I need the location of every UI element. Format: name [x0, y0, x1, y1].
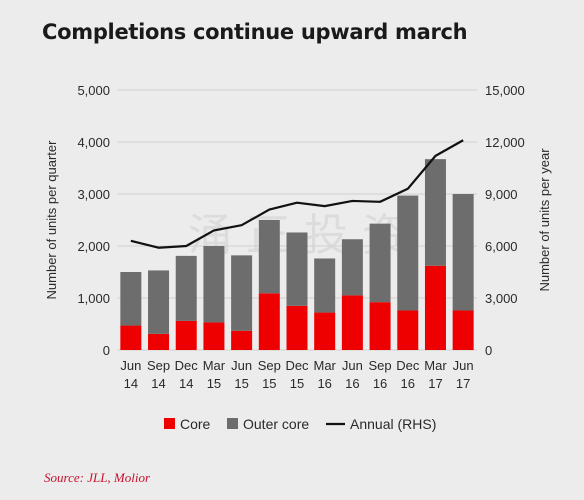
x-tick-label: Jun	[342, 358, 363, 373]
y2-tick-label: 9,000	[485, 187, 518, 202]
bar-outer-core	[369, 223, 391, 303]
x-tick-year: 14	[179, 376, 193, 391]
x-tick-label: Mar	[313, 358, 336, 373]
x-tick-year: 16	[317, 376, 331, 391]
bar-outer-core	[452, 194, 474, 311]
bar-outer-core	[148, 270, 170, 334]
x-tick-year: 15	[234, 376, 248, 391]
bar-core	[175, 320, 197, 350]
y2-axis-title: Number of units per year	[537, 148, 552, 292]
x-tick-label: Jun	[120, 358, 141, 373]
bar-outer-core	[120, 272, 142, 326]
bar-outer-core	[175, 255, 197, 321]
x-axis: Jun 14 Sep 14 Dec 14 Mar 15 Jun 15 Sep 15 Dec 15 Mar 16…	[120, 358, 473, 391]
bar-core	[369, 302, 391, 350]
bar-core	[424, 265, 446, 350]
legend-swatch-core	[164, 418, 175, 429]
chart-title: Completions continue upward march	[42, 20, 468, 44]
y-tick-label: 5,000	[77, 83, 110, 98]
y-tick-label: 3,000	[77, 187, 110, 202]
x-tick-label: Dec	[175, 358, 199, 373]
bar-outer-core	[258, 220, 280, 294]
x-tick-year: 17	[456, 376, 470, 391]
y-tick-label: 2,000	[77, 239, 110, 254]
legend-swatch-outer-core	[227, 418, 238, 429]
bar-outer-core	[424, 159, 446, 266]
y-axis-title: Number of units per quarter	[44, 140, 59, 300]
y-tick-label: 4,000	[77, 135, 110, 150]
x-tick-label: Sep	[258, 358, 281, 373]
legend-label-core: Core	[180, 416, 211, 432]
legend: Core Outer core Annual (RHS)	[164, 416, 436, 432]
x-tick-year: 17	[428, 376, 442, 391]
x-tick-year: 15	[262, 376, 276, 391]
x-tick-year: 16	[401, 376, 415, 391]
y2-tick-label: 15,000	[485, 83, 525, 98]
right-axis: 0 3,000 6,000 9,000 12,000 15,000 Number of un…	[485, 83, 552, 358]
bar-outer-core	[286, 232, 308, 306]
y2-tick-label: 0	[485, 343, 492, 358]
bar-core	[286, 305, 308, 350]
x-tick-label: Sep	[369, 358, 392, 373]
y-tick-label: 1,000	[77, 291, 110, 306]
x-tick-label: Mar	[424, 358, 447, 373]
x-tick-year: 16	[373, 376, 387, 391]
x-tick-year: 14	[151, 376, 165, 391]
bar-core	[148, 333, 170, 350]
x-tick-year: 15	[290, 376, 304, 391]
bar-core	[397, 310, 419, 350]
annual-line-layer	[130, 139, 464, 249]
x-tick-label: Jun	[231, 358, 252, 373]
x-tick-label: Dec	[396, 358, 420, 373]
bar-outer-core	[231, 255, 253, 331]
x-tick-label: Mar	[203, 358, 226, 373]
y2-tick-label: 6,000	[485, 239, 518, 254]
bar-core	[120, 325, 142, 350]
x-tick-year: 16	[345, 376, 359, 391]
annual-line	[130, 139, 464, 249]
legend-label-outer-core: Outer core	[243, 416, 309, 432]
bar-outer-core	[397, 195, 419, 311]
bars	[120, 159, 474, 350]
y2-tick-label: 3,000	[485, 291, 518, 306]
bar-core	[452, 310, 474, 350]
bar-core	[203, 322, 225, 350]
x-tick-label: Sep	[147, 358, 170, 373]
bar-outer-core	[203, 246, 225, 323]
x-tick-label: Dec	[285, 358, 309, 373]
bar-core	[314, 312, 336, 350]
x-tick-year: 15	[207, 376, 221, 391]
bar-core	[341, 295, 363, 350]
bar-outer-core	[314, 258, 336, 313]
y-tick-label: 0	[103, 343, 110, 358]
x-tick-year: 14	[124, 376, 138, 391]
x-tick-label: Jun	[453, 358, 474, 373]
y2-tick-label: 12,000	[485, 135, 525, 150]
bar-core	[258, 293, 280, 350]
left-axis: 0 1,000 2,000 3,000 4,000 5,000 Number of unit…	[44, 83, 110, 358]
legend-label-annual: Annual (RHS)	[350, 416, 436, 432]
source-note: Source: JLL, Molior	[44, 470, 151, 485]
bar-core	[231, 330, 253, 350]
bar-outer-core	[341, 239, 363, 296]
